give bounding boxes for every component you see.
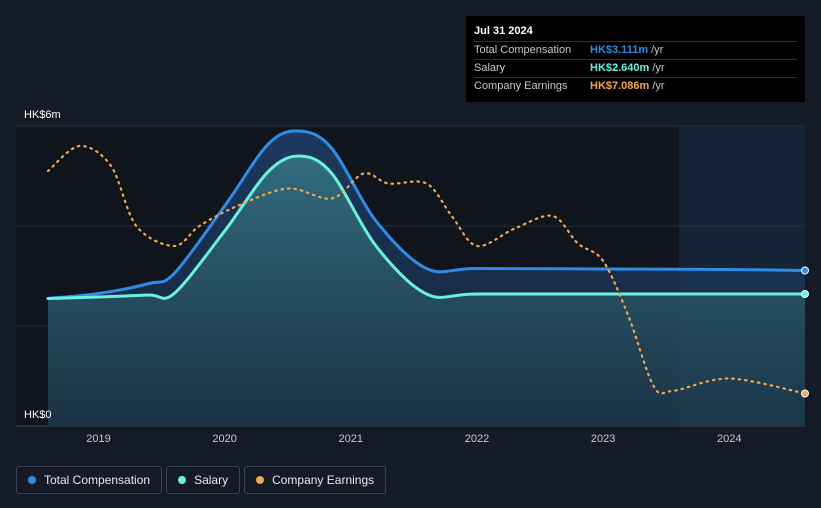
tooltip-row-company-earnings: Company Earnings HK$7.086m /yr [474,77,797,95]
company-earnings-endpoint [801,389,809,398]
x-tick-label: 2024 [717,433,741,445]
salary-line [46,154,807,300]
legend-label: Total Compensation [44,473,151,487]
tooltip-label: Salary [474,62,506,74]
tooltip-label: Total Compensation [474,44,572,56]
x-tick-label: 2023 [591,433,615,445]
tooltip-unit: /yr [652,80,665,92]
tooltip: Jul 31 2024 Total Compensation HK$3.111m… [466,16,805,102]
legend-dot-icon [256,476,265,484]
tooltip-value: HK$7.086m [590,80,650,92]
salary-area [48,155,805,426]
tooltip-unit: /yr [652,62,665,74]
tooltip-row-total-compensation: Total Compensation HK$3.111m /yr [474,41,797,59]
company-earnings-line [46,144,807,395]
legend: Total Compensation Salary Company Earnin… [16,466,390,494]
x-tick-label: 2020 [212,433,236,445]
total-compensation-line [46,129,807,300]
tooltip-row-salary: Salary HK$2.640m /yr [474,59,797,77]
x-tick-label: 2022 [465,433,489,445]
legend-item-total-compensation[interactable]: Total Compensation [16,466,163,494]
x-tick-label: 2019 [86,433,110,445]
y-axis-top-label: HK$6m [24,109,61,121]
y-axis-bottom-label: HK$0 [24,409,52,421]
total-compensation-endpoint [801,266,809,275]
x-tick-label: 2021 [339,433,363,445]
tooltip-value: HK$2.640m [590,62,650,74]
legend-label: Company Earnings [272,473,375,487]
tooltip-label: Company Earnings [474,80,568,92]
tooltip-value: HK$3.111m [590,44,649,56]
tooltip-date: Jul 31 2024 [474,25,533,37]
legend-item-salary[interactable]: Salary [166,466,241,494]
legend-label: Salary [194,473,229,487]
salary-endpoint [801,290,809,298]
tooltip-unit: /yr [651,44,664,56]
legend-dot-icon [28,476,36,484]
legend-item-company-earnings[interactable]: Company Earnings [244,466,387,494]
legend-dot-icon [178,476,187,484]
